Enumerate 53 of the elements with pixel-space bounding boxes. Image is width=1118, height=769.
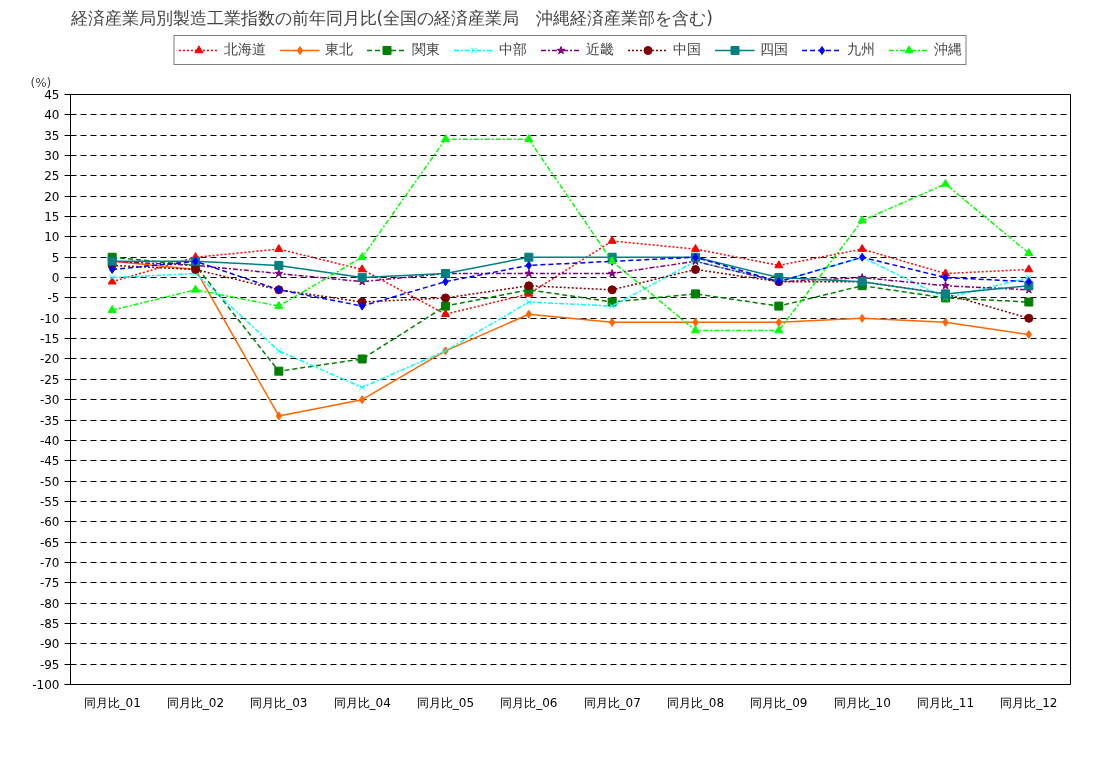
x-tick-label: 同月比_07 bbox=[583, 695, 641, 710]
y-tick-label: 40 bbox=[44, 108, 60, 123]
legend-label: 北海道 bbox=[223, 41, 266, 59]
y-tick-label: 35 bbox=[44, 128, 60, 143]
chart-title: 経済産業局別製造工業指数の前年同月比(全国の経済産業局 沖縄経済産業部を含む) bbox=[69, 7, 713, 28]
x-tick-label: 同月比_08 bbox=[666, 695, 725, 710]
y-tick-label: -15 bbox=[39, 332, 60, 347]
x-tick-label: 同月比_10 bbox=[833, 695, 891, 710]
y-tick-label: 25 bbox=[44, 169, 60, 184]
y-tick-label: -60 bbox=[39, 515, 60, 530]
y-tick-label: -65 bbox=[39, 535, 60, 550]
y-tick-label: 10 bbox=[44, 230, 60, 245]
y-tick-label: 45 bbox=[44, 88, 60, 102]
y-tick-label: -80 bbox=[39, 596, 60, 611]
y-axis-title: (%) bbox=[30, 75, 52, 90]
y-tick-label: 15 bbox=[44, 210, 60, 225]
x-tick-label: 同月比_11 bbox=[916, 695, 975, 710]
y-tick-label: -95 bbox=[39, 657, 60, 672]
y-tick-label: 0 bbox=[51, 271, 60, 286]
y-tick-label: -55 bbox=[39, 494, 60, 509]
x-tick-label: 同月比_01 bbox=[83, 695, 141, 710]
legend-label: 関東 bbox=[411, 41, 440, 59]
y-tick-label: 5 bbox=[51, 250, 60, 265]
y-tick-label: -75 bbox=[39, 576, 60, 591]
y-tick-label: 30 bbox=[44, 149, 60, 164]
legend-label: 近畿 bbox=[585, 41, 614, 59]
y-tick-label: -50 bbox=[39, 474, 60, 489]
legend-label: 東北 bbox=[324, 41, 353, 59]
legend-label: 四国 bbox=[759, 41, 788, 59]
x-tick-label: 同月比_05 bbox=[416, 695, 475, 710]
y-tick-label: -5 bbox=[47, 291, 60, 306]
x-tick-label: 同月比_06 bbox=[500, 695, 558, 710]
y-tick-label: -70 bbox=[39, 555, 60, 570]
x-tick-label: 同月比_12 bbox=[1000, 695, 1058, 710]
x-tick-label: 同月比_03 bbox=[250, 695, 308, 710]
legend-label: 九州 bbox=[846, 41, 875, 59]
y-tick-label: -30 bbox=[39, 393, 60, 408]
y-tick-label: -10 bbox=[39, 311, 60, 326]
y-tick-label: -40 bbox=[39, 433, 60, 448]
y-tick-label: -35 bbox=[39, 413, 60, 428]
y-tick-label: -45 bbox=[39, 454, 60, 469]
x-tick-label: 同月比_02 bbox=[166, 695, 225, 710]
legend-label: 中国 bbox=[672, 41, 701, 59]
y-tick-label: -85 bbox=[39, 616, 60, 631]
y-tick-label: -20 bbox=[39, 352, 60, 367]
legend-label: 中部 bbox=[498, 41, 527, 59]
x-tick-label: 同月比_04 bbox=[333, 695, 391, 710]
y-tick-label: -90 bbox=[39, 637, 60, 652]
y-tick-label: 20 bbox=[44, 189, 60, 204]
y-tick-label: -25 bbox=[39, 372, 60, 387]
x-tick-label: 同月比_09 bbox=[750, 695, 808, 710]
y-tick-label: -100 bbox=[32, 678, 60, 692]
legend-label: 沖縄 bbox=[933, 41, 962, 59]
